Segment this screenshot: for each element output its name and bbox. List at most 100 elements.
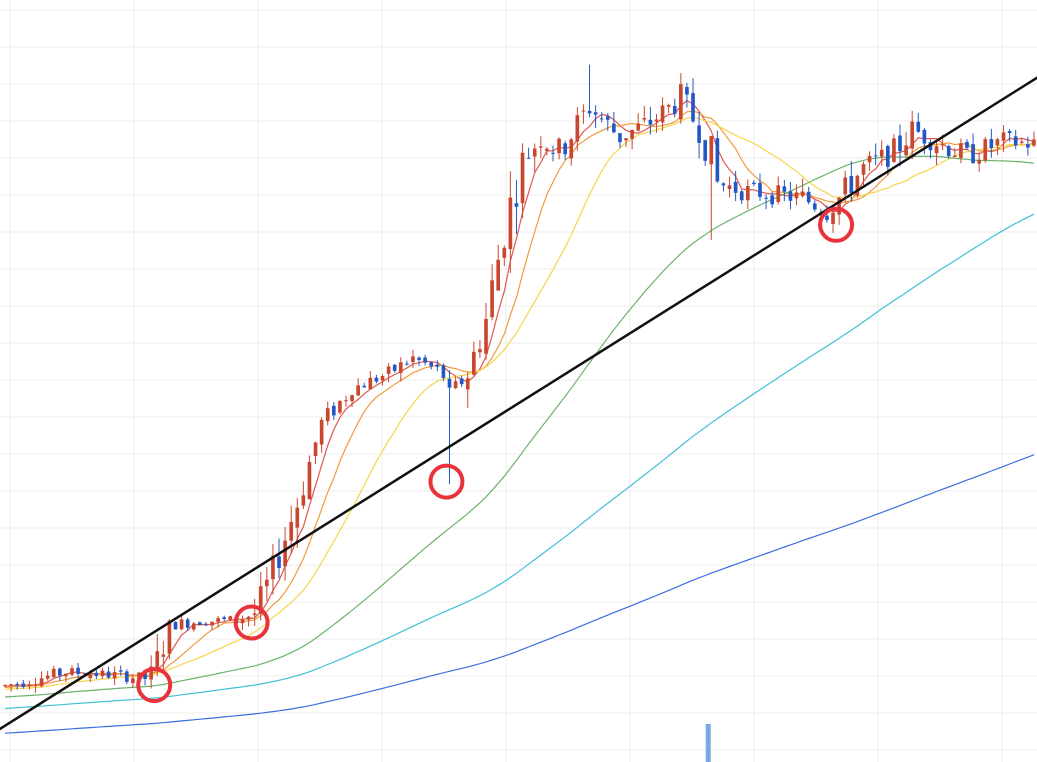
ma-line-250 (4, 454, 1035, 734)
candle-body (1019, 141, 1024, 143)
candle-body (173, 621, 178, 630)
candle-body (922, 129, 927, 144)
candle-body (295, 507, 300, 528)
candle-body (228, 616, 233, 621)
candle (952, 148, 957, 158)
candle (325, 401, 330, 426)
candle (465, 371, 470, 408)
candle-body (642, 118, 647, 120)
candle (100, 667, 105, 679)
candle (368, 371, 373, 390)
candle-body (429, 362, 434, 367)
candle (210, 621, 214, 631)
candle (709, 135, 714, 241)
candle-body (484, 318, 488, 354)
candle (873, 143, 878, 166)
candle (344, 395, 348, 407)
candle-body (636, 123, 641, 131)
candle (228, 615, 233, 622)
candle (45, 670, 50, 681)
candle (198, 621, 202, 625)
candle (405, 360, 409, 366)
candle-body (143, 672, 147, 679)
candle-body (21, 683, 26, 687)
candle-body (70, 668, 74, 675)
volume-bars (705, 724, 711, 762)
candle (1026, 136, 1030, 156)
candle (356, 378, 360, 397)
candle-body (971, 144, 975, 164)
candle-body (843, 177, 848, 195)
candle-body (593, 112, 598, 115)
candle (398, 357, 403, 382)
candle (173, 621, 178, 630)
candle (283, 526, 287, 581)
candle (557, 137, 561, 160)
candle (459, 375, 464, 387)
candle (435, 360, 440, 372)
candle-body (417, 357, 421, 360)
candle (252, 598, 257, 627)
candle (112, 666, 117, 685)
candle-body (252, 613, 257, 616)
candle (745, 179, 750, 210)
touch-marker-circle (818, 206, 855, 243)
candle-body (338, 401, 342, 413)
candle (831, 211, 835, 233)
candle-body (612, 123, 616, 133)
candle (15, 681, 20, 690)
candle-body (64, 673, 68, 677)
candle-body (599, 118, 604, 120)
candle-body (496, 259, 501, 291)
candle (392, 364, 397, 373)
candle-body (179, 619, 184, 630)
candle (752, 180, 756, 187)
candle (910, 110, 915, 160)
candle-body (892, 138, 896, 162)
candle-body (545, 148, 549, 151)
ma-line-10 (4, 110, 1035, 688)
candle-body (502, 247, 507, 258)
candle-body (904, 145, 908, 156)
candle (538, 136, 543, 158)
candle-body (788, 191, 793, 201)
candle (9, 683, 13, 692)
candle (770, 191, 774, 208)
candle (733, 170, 738, 202)
candle-body (770, 195, 774, 205)
candle (685, 82, 689, 108)
candle (672, 98, 677, 118)
candle (520, 143, 525, 219)
candle (240, 615, 245, 631)
candle (124, 669, 129, 685)
candle-body (910, 121, 915, 149)
candle (380, 374, 385, 386)
candle (411, 349, 415, 368)
candle (271, 543, 275, 595)
moving-average-lines (4, 99, 1035, 734)
candle (545, 146, 549, 156)
candle-body (15, 683, 20, 685)
candle (246, 615, 251, 627)
candle (526, 147, 531, 159)
candle (812, 200, 817, 212)
candle-body (161, 654, 166, 657)
ma-line-60 (4, 155, 1035, 698)
candle (630, 129, 634, 150)
candle (959, 138, 963, 164)
candle (94, 669, 99, 680)
candle (319, 417, 324, 453)
candle (161, 640, 166, 671)
candle-body (812, 203, 817, 210)
candle (1032, 131, 1036, 148)
candle-body (88, 674, 93, 679)
candle (417, 356, 421, 366)
candle (995, 137, 1000, 155)
touch-markers (136, 206, 855, 704)
candle (295, 498, 300, 548)
candle-body (965, 141, 969, 148)
candle-body (849, 176, 854, 194)
candle-body (258, 586, 263, 614)
candle-body (508, 197, 513, 249)
candle-body (271, 555, 275, 580)
